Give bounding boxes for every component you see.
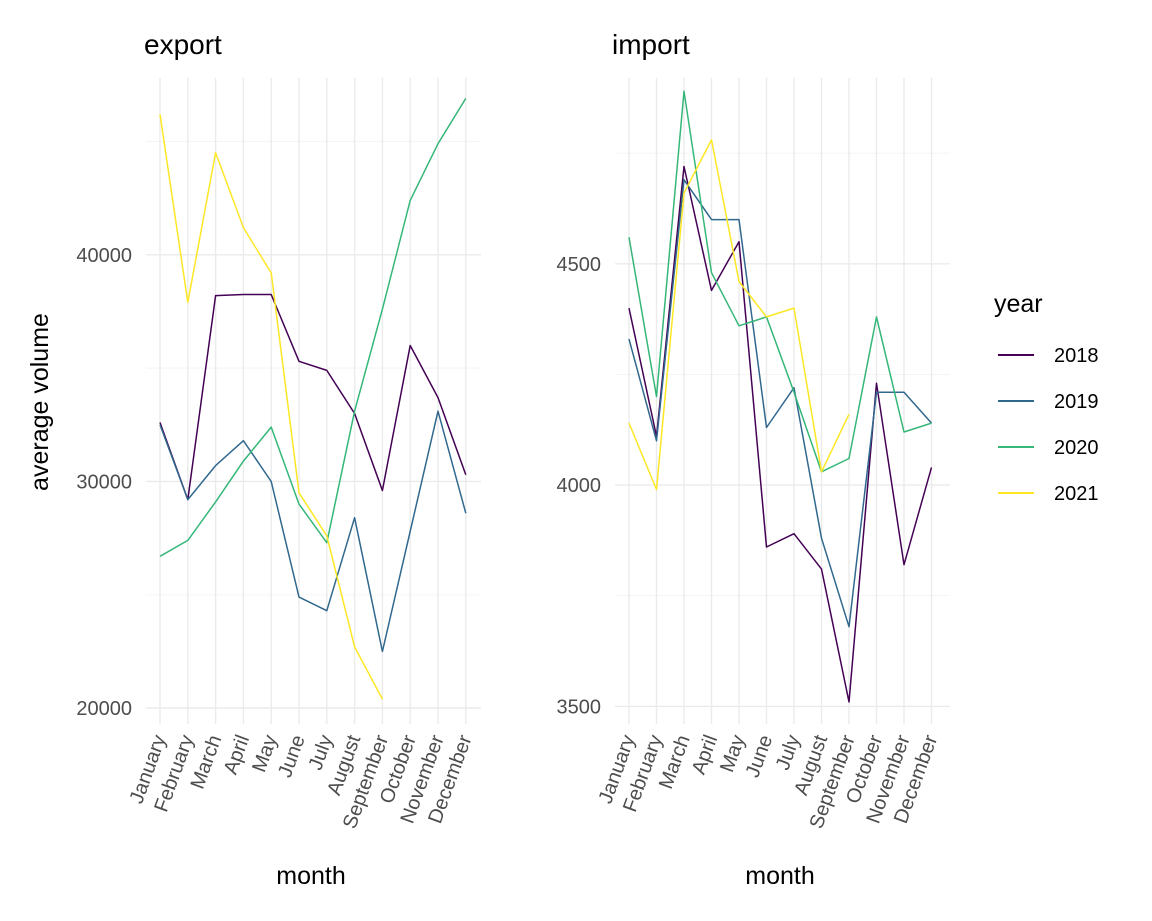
legend-title: year [994,290,1043,318]
import-x-axis-title: month [745,862,814,890]
export-series-2018 [159,293,467,501]
export-x-tick-label: April [220,732,254,777]
import-panel-title: import [612,29,690,60]
export-series-2020 [159,98,467,557]
legend-label-2021: 2021 [1054,483,1099,505]
legend: year 2018 2019 2020 2021 [994,290,1099,505]
legend-label-2019: 2019 [1054,391,1099,413]
export-y-tick-labels: 20000 30000 40000 [76,245,132,720]
export-series-2019 [159,410,467,653]
export-x-axis-title: month [276,862,345,890]
import-series-2019 [628,179,933,628]
export-y-axis-title: average volume [26,313,54,491]
import-series-2018 [628,165,933,703]
import-panel: import 3500 4000 4500 JanuaryFebruaryMarch… [557,29,950,890]
export-series-lines [159,98,467,700]
legend-label-2018: 2018 [1054,345,1099,367]
import-y-tick-labels: 3500 4000 4500 [557,254,602,718]
export-series-2021 [159,114,384,700]
import-series-2021 [628,139,850,491]
import-series-2020 [628,90,932,473]
export-x-tick-labels: JanuaryFebruaryMarchAprilMayJuneJulyAugu… [126,732,477,832]
import-x-tick-labels: JanuaryFebruaryMarchAprilMayJuneJulyAugu… [595,732,943,832]
import-y-tick-label: 4000 [557,475,602,497]
export-y-tick-label: 20000 [76,698,132,720]
import-series-lines [628,90,933,703]
import-x-tick-label: April [688,732,722,777]
legend-label-2020: 2020 [1054,437,1099,459]
legend-items: 2018 2019 2020 2021 [998,345,1099,505]
export-y-tick-label: 30000 [76,471,132,493]
export-gridlines [146,78,481,724]
export-panel-title: export [144,29,222,60]
import-y-tick-label: 3500 [557,696,602,718]
export-panel: export 20000 30000 40000 JanuaryFebruaryMa… [26,29,481,890]
import-y-tick-label: 4500 [557,254,602,276]
export-y-tick-label: 40000 [76,245,132,267]
